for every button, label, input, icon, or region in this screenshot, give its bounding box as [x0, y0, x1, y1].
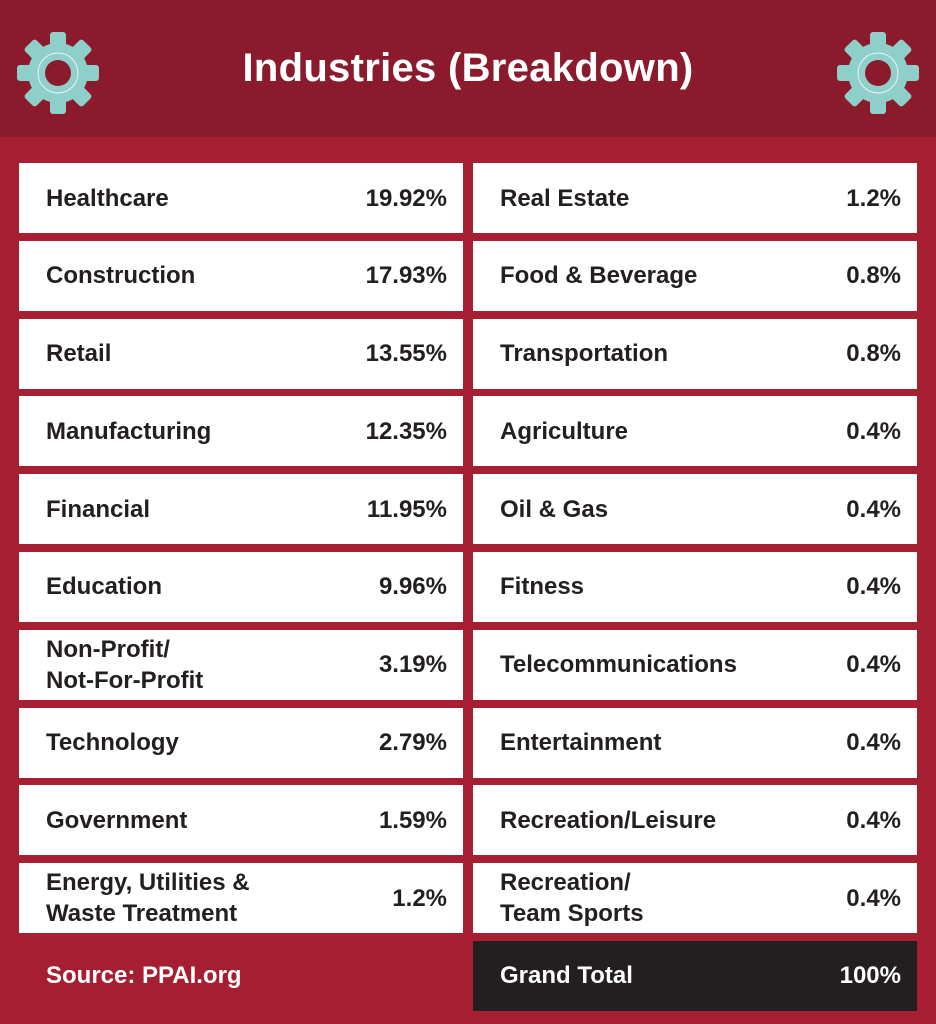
industry-share: 3.19%	[378, 651, 447, 679]
industry-share: 9.96%	[378, 573, 447, 601]
table-row: Retail 13.55%	[19, 318, 463, 389]
industry-share: 0.8%	[846, 340, 901, 368]
table-row: Manufacturing 12.35%	[19, 396, 463, 467]
table-row: Government 1.59%	[19, 785, 463, 856]
industry-share: 1.59%	[378, 806, 447, 834]
industry-share: 0.4%	[846, 651, 901, 679]
industry-share: 0.8%	[846, 262, 901, 290]
industry-label: Telecommunications	[500, 651, 737, 679]
industry-label: Energy, Utilities & Waste Treatment	[46, 869, 250, 928]
industry-share: 1.2%	[846, 184, 901, 212]
industry-label: Entertainment	[500, 729, 662, 757]
table-row: Telecommunications 0.4%	[473, 629, 917, 700]
industry-share: 0.4%	[846, 729, 901, 757]
table-row: Recreation/Leisure 0.4%	[473, 785, 917, 856]
table-row: Healthcare 19.92%	[19, 163, 463, 233]
industry-label: Real Estate	[500, 184, 630, 212]
industry-share: 0.4%	[846, 573, 901, 601]
industry-label: Oil & Gas	[500, 495, 609, 523]
gear-icon	[837, 32, 919, 114]
industry-share: 11.95%	[366, 495, 447, 523]
table-row: Transportation 0.8%	[473, 318, 917, 389]
industry-share: 13.55%	[365, 340, 447, 368]
grand-total-row: Grand Total 100%	[473, 940, 917, 1011]
gear-icon	[17, 32, 99, 114]
industry-label: Food & Beverage	[500, 262, 698, 290]
industry-share: 1.2%	[392, 884, 447, 912]
industry-label: Transportation	[500, 340, 669, 368]
industries-table: Healthcare 19.92% Real Estate 1.2% Construct…	[19, 163, 917, 1011]
industry-share: 0.4%	[846, 417, 901, 445]
industry-label: Manufacturing	[46, 417, 212, 445]
table-row: Food & Beverage 0.8%	[473, 240, 917, 311]
industry-label: Construction	[46, 262, 196, 290]
industry-label: Grand Total	[500, 962, 633, 990]
industry-label: Technology	[46, 729, 179, 757]
industry-label: Healthcare	[46, 184, 169, 212]
industry-share: 0.4%	[846, 495, 901, 523]
table-row: Entertainment 0.4%	[473, 707, 917, 778]
industry-label: Education	[46, 573, 163, 601]
table-row: Recreation/ Team Sports 0.4%	[473, 863, 917, 934]
table-row: Technology 2.79%	[19, 707, 463, 778]
industry-label: Government	[46, 806, 188, 834]
industry-label: Non-Profit/ Not-For-Profit	[46, 635, 204, 694]
industry-label: Agriculture	[500, 417, 629, 445]
table-row: Real Estate 1.2%	[473, 163, 917, 233]
header: Industries (Breakdown)	[0, 0, 936, 137]
industry-label: Retail	[46, 340, 112, 368]
table-row: Agriculture 0.4%	[473, 396, 917, 467]
table-row: Energy, Utilities & Waste Treatment 1.2%	[19, 863, 463, 934]
table-row: Oil & Gas 0.4%	[473, 474, 917, 545]
table-row: Construction 17.93%	[19, 240, 463, 311]
table-row: Fitness 0.4%	[473, 551, 917, 622]
source-note: Source: PPAI.org	[46, 961, 242, 989]
industry-label: Recreation/ Team Sports	[500, 869, 644, 928]
table-row: Non-Profit/ Not-For-Profit 3.19%	[19, 629, 463, 700]
industry-label: Fitness	[500, 573, 585, 601]
industry-label: Financial	[46, 495, 151, 523]
table-row: Education 9.96%	[19, 551, 463, 622]
industry-share: 17.93%	[365, 262, 447, 290]
industry-label: Recreation/Leisure	[500, 806, 717, 834]
industry-share: 0.4%	[846, 884, 901, 912]
industry-share: 100%	[839, 962, 901, 990]
page-title: Industries (Breakdown)	[242, 46, 694, 90]
table-row: Financial 11.95%	[19, 474, 463, 545]
industry-share: 19.92%	[365, 184, 447, 212]
industry-share: 0.4%	[846, 806, 901, 834]
industry-share: 12.35%	[365, 417, 447, 445]
industry-share: 2.79%	[378, 729, 447, 757]
